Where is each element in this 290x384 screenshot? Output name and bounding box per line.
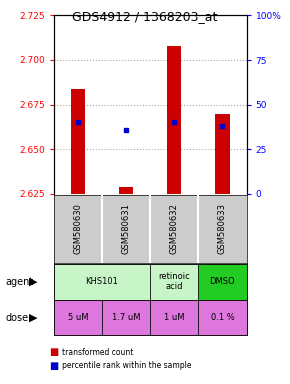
- Text: DMSO: DMSO: [210, 277, 235, 286]
- Bar: [198, 300, 246, 335]
- Text: agent: agent: [6, 276, 34, 287]
- Bar: [150, 264, 198, 300]
- Text: GSM580631: GSM580631: [122, 204, 130, 254]
- Text: transformed count: transformed count: [62, 348, 134, 357]
- Text: retinoic
acid: retinoic acid: [158, 272, 190, 291]
- Bar: [167, 46, 182, 194]
- Text: percentile rank within the sample: percentile rank within the sample: [62, 361, 192, 370]
- Bar: [150, 300, 198, 335]
- Text: GSM580630: GSM580630: [73, 204, 82, 254]
- Text: 0.1 %: 0.1 %: [211, 313, 234, 322]
- Bar: [102, 300, 150, 335]
- Bar: [119, 187, 133, 194]
- Text: GSM580633: GSM580633: [218, 204, 227, 254]
- Bar: [54, 300, 102, 335]
- Text: ▶: ▶: [29, 313, 38, 323]
- Text: KHS101: KHS101: [86, 277, 118, 286]
- Text: dose: dose: [6, 313, 29, 323]
- Bar: [70, 89, 85, 194]
- Text: 1 uM: 1 uM: [164, 313, 184, 322]
- Text: GDS4912 / 1368203_at: GDS4912 / 1368203_at: [72, 10, 218, 23]
- Text: ▶: ▶: [29, 276, 38, 287]
- Text: 5 uM: 5 uM: [68, 313, 88, 322]
- Text: ■: ■: [49, 361, 59, 371]
- Bar: [54, 264, 150, 300]
- Bar: [215, 114, 230, 194]
- Text: GSM580632: GSM580632: [170, 204, 179, 254]
- Text: ■: ■: [49, 347, 59, 357]
- Bar: [198, 264, 246, 300]
- Text: 1.7 uM: 1.7 uM: [112, 313, 140, 322]
